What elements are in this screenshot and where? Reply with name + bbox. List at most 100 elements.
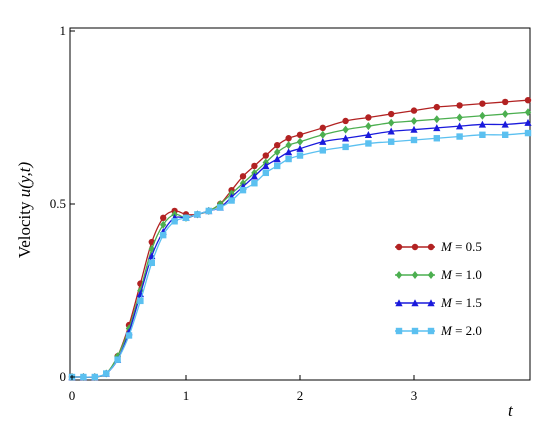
legend-item: M = 0.5	[395, 239, 482, 254]
series-2-0	[68, 129, 532, 381]
data-point	[296, 152, 304, 159]
legend-marker	[411, 299, 419, 307]
data-point	[285, 148, 293, 156]
plot-area	[69, 27, 531, 381]
data-point	[103, 370, 110, 377]
legend-label-variable: M	[440, 295, 453, 310]
data-point	[285, 155, 292, 163]
legend-label: M = 1.0	[440, 267, 482, 282]
legend-marker	[427, 271, 435, 279]
data-point	[91, 373, 98, 381]
data-point	[387, 127, 395, 135]
data-point	[342, 143, 349, 151]
legend-marker	[427, 299, 435, 307]
data-point	[251, 180, 258, 187]
data-point	[342, 117, 349, 125]
legend-marker	[411, 271, 419, 279]
data-point	[410, 136, 418, 144]
legend-marker	[411, 327, 419, 335]
legend-marker	[427, 243, 435, 251]
data-point	[182, 214, 190, 222]
data-point	[250, 172, 258, 180]
data-point	[410, 125, 418, 133]
data-point	[137, 297, 144, 305]
data-point	[273, 155, 281, 163]
data-point	[501, 120, 509, 128]
data-point	[456, 122, 464, 130]
data-point	[524, 118, 532, 126]
data-point	[433, 135, 440, 142]
y-tick-label: 0	[60, 369, 67, 384]
data-point	[194, 211, 201, 218]
data-point	[262, 162, 270, 170]
data-point	[388, 110, 395, 118]
data-point	[296, 131, 304, 138]
legend: M = 0.5M = 1.0M = 1.5M = 2.0	[395, 239, 482, 338]
data-point	[456, 133, 463, 140]
data-point	[478, 120, 486, 128]
data-point	[524, 108, 532, 117]
legend-label: M = 1.5	[440, 295, 482, 310]
data-point	[205, 207, 212, 215]
legend-marker	[427, 327, 435, 335]
x-tick-label: 0	[69, 388, 76, 403]
legend-label-value: = 0.5	[452, 239, 482, 254]
y-tick-label: 0.5	[50, 196, 66, 211]
data-point	[171, 218, 178, 225]
data-point	[456, 113, 463, 122]
data-point	[274, 148, 281, 157]
y-axis-label-variable: u(y,t)	[15, 162, 34, 198]
x-tick-label: 2	[297, 388, 304, 403]
legend-label-value: = 1.0	[452, 267, 482, 282]
data-point	[502, 110, 509, 119]
data-point	[502, 98, 509, 106]
data-point	[251, 162, 258, 170]
x-tick-label: 3	[411, 388, 418, 403]
data-point	[410, 107, 418, 114]
legend-label-value: = 1.5	[452, 295, 482, 310]
data-point	[239, 186, 247, 194]
y-tick-label: 1	[60, 23, 67, 38]
data-point	[342, 125, 349, 134]
y-axis-label-prefix: Velocity	[15, 197, 34, 258]
legend-label: M = 2.0	[440, 323, 482, 338]
data-point	[479, 111, 486, 120]
legend-marker	[395, 243, 403, 251]
legend-label-value: = 2.0	[452, 323, 482, 338]
legend-marker	[395, 327, 403, 335]
data-point	[342, 134, 350, 142]
data-point	[285, 135, 292, 142]
y-axis-label: Velocity u(y,t)	[15, 162, 34, 259]
data-point	[296, 144, 304, 152]
data-point	[433, 103, 440, 111]
data-point	[456, 102, 463, 109]
data-point	[160, 231, 167, 239]
ticks-layer: 0 1 2 3 0 0.5 1	[50, 23, 418, 403]
data-point	[365, 122, 372, 131]
data-point	[524, 129, 532, 137]
data-point	[479, 100, 486, 107]
data-point	[433, 115, 440, 124]
data-point	[479, 131, 486, 138]
data-point	[80, 373, 87, 381]
data-point	[274, 141, 281, 149]
legend-label-variable: M	[440, 267, 453, 282]
data-point	[217, 204, 224, 211]
data-point	[388, 138, 395, 145]
x-axis-label: t	[508, 401, 514, 420]
data-point	[364, 131, 372, 138]
data-point	[365, 114, 372, 121]
legend-item: M = 1.5	[395, 295, 482, 310]
legend-marker	[395, 271, 403, 279]
data-point	[388, 118, 395, 127]
data-point	[262, 152, 269, 159]
data-point	[148, 259, 155, 267]
legend-label-variable: M	[440, 239, 453, 254]
data-point	[274, 162, 281, 170]
data-point	[319, 130, 326, 139]
data-point	[319, 137, 327, 145]
legend-item: M = 1.0	[395, 267, 482, 282]
data-point	[125, 332, 133, 339]
legend-item: M = 2.0	[395, 323, 482, 338]
